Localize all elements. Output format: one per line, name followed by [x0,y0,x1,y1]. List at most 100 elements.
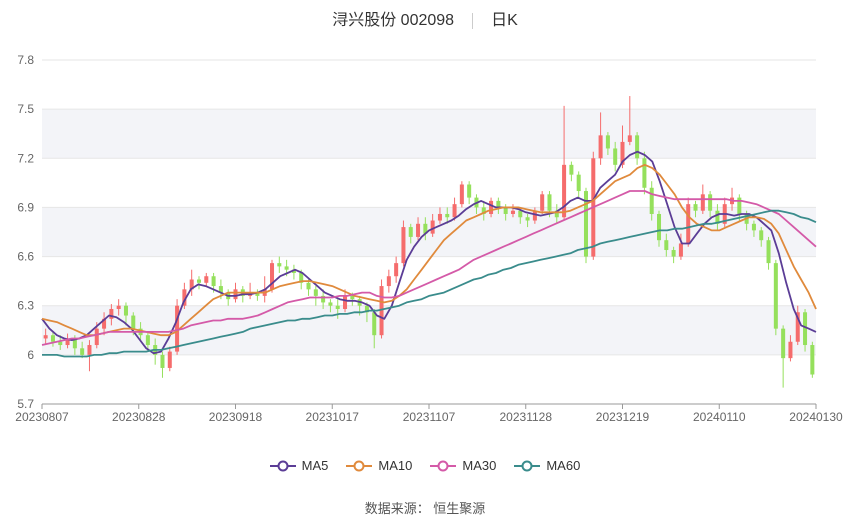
candle-body [94,328,99,346]
candle-body [58,341,63,346]
candle-body [467,184,472,198]
candle-body [123,305,128,316]
x-tick-label: 20240130 [789,410,843,424]
legend-item-ma30[interactable]: MA30 [430,458,496,473]
candle-body [437,213,442,221]
candle-body [328,302,333,306]
candle-body [510,210,515,214]
title-separator [472,12,474,29]
legend-label-ma60: MA60 [546,458,581,473]
legend-label-ma10: MA10 [378,458,413,473]
grid-band [42,109,816,159]
candle-body [313,289,318,296]
candle-body [321,295,326,303]
series-line-ma60 [42,209,817,358]
candle-body [408,227,413,237]
y-tick-label: 6.3 [17,299,34,313]
series-line-ma10 [41,163,817,337]
candle-body [598,135,603,159]
candle-body [562,164,567,218]
candle-body [788,341,793,359]
candle-body [627,135,632,142]
candle-body [50,335,55,342]
legend-label-ma30: MA30 [462,458,497,473]
candle-body [394,263,399,277]
candle-body [766,240,771,264]
candle-body [416,223,421,237]
candle-body [605,135,610,149]
candle-body [401,227,406,264]
candle-body [160,354,165,368]
grid-band [42,305,816,355]
candle-body [211,276,216,287]
y-tick-label: 6.9 [17,200,34,214]
candle-body [255,292,260,296]
y-tick-label: 6 [27,348,34,362]
legend-marker-ma60 [514,460,541,471]
candle-body [795,312,800,342]
x-tick-label: 20231017 [306,410,360,424]
period-label: 日K [491,12,518,29]
candle-body [372,312,377,336]
candle-body [306,282,311,290]
grid-band [42,207,816,257]
candle-body [43,335,48,339]
candle-body [569,164,574,175]
candle-body [649,187,654,214]
candle-body [189,279,194,290]
x-tick-label: 20230807 [15,410,69,424]
legend: MA5 MA10 MA30 MA60 [0,458,850,473]
y-tick-label: 6.6 [17,250,34,264]
candle-body [737,197,742,214]
candle-body [686,204,691,244]
candle-body [708,194,713,211]
legend-label-ma5: MA5 [301,458,329,473]
y-tick-label: 7.8 [17,53,34,67]
candle-body [182,289,187,306]
candle-body [364,305,369,313]
candle-body [218,286,223,293]
candle-body [299,272,304,283]
candle-body [693,204,698,211]
candle-body [496,200,501,208]
candle-body [489,200,494,214]
legend-marker-ma5 [269,460,296,471]
legend-item-ma60[interactable]: MA60 [514,458,580,473]
candle-body [386,276,391,287]
candle-body [715,210,720,224]
legend-item-ma5[interactable]: MA5 [269,458,329,473]
candle-body [291,269,296,273]
x-tick-label: 20230918 [209,410,263,424]
candle-body [664,240,669,251]
candle-body [335,305,340,309]
series-line-ma30 [41,190,817,346]
candle-body [642,158,647,188]
candle-body [204,276,209,283]
candle-body [270,263,275,290]
candle-body [233,289,238,300]
candle-body [72,338,77,349]
candle-body [145,335,150,346]
candle-body [547,194,552,211]
candle-body [759,230,764,241]
x-tick-label: 20231107 [403,410,456,424]
series-line-ma5 [41,150,817,355]
candle-body [175,305,180,352]
chart-title: 浔兴股份 002098 日K [0,6,850,30]
x-tick-label: 20230828 [112,410,166,424]
candle-body [350,295,355,300]
candle-body [554,210,559,218]
candle-body [620,141,625,165]
candle-body [196,279,201,283]
candle-body [810,345,815,375]
legend-item-ma10[interactable]: MA10 [346,458,412,473]
candle-body [576,174,581,192]
candle-body [379,286,384,336]
candle-body [131,315,136,329]
candle-body [452,204,457,218]
candle-body [65,338,70,346]
candle-body [277,263,282,267]
candle-body [423,223,428,234]
candle-body [284,266,289,270]
candle-body [109,308,114,319]
